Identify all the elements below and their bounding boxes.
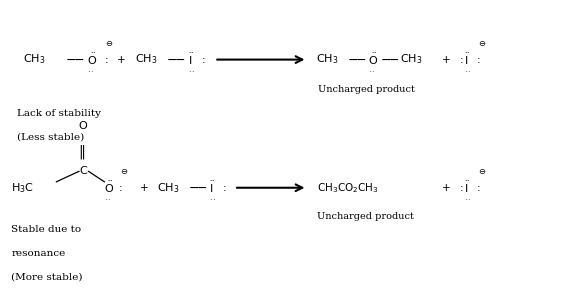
Text: $\mathrm{..}$: $\mathrm{..}$ [188, 66, 195, 74]
Text: $\ominus$: $\ominus$ [120, 167, 129, 176]
Text: Uncharged product: Uncharged product [317, 212, 414, 221]
Text: $\mathrm{-\!\!-}$: $\mathrm{-\!\!-}$ [347, 53, 367, 66]
Text: $\mathrm{..}$: $\mathrm{..}$ [104, 194, 112, 202]
Text: $\ominus$: $\ominus$ [105, 39, 114, 48]
Text: $\mathrm{:}$: $\mathrm{:}$ [102, 55, 108, 65]
Text: $\ominus$: $\ominus$ [478, 39, 487, 48]
Text: $+$: $+$ [117, 54, 126, 65]
Text: $\mathrm{CH_3}$: $\mathrm{CH_3}$ [316, 53, 338, 66]
Text: $\mathrm{\ddot{O}}$: $\mathrm{\ddot{O}}$ [87, 52, 98, 67]
Text: $\mathrm{:}$: $\mathrm{:}$ [116, 183, 122, 193]
Text: (Less stable): (Less stable) [17, 133, 84, 142]
Text: Uncharged product: Uncharged product [318, 85, 415, 94]
Text: $+$: $+$ [441, 54, 450, 65]
Text: $\mathrm{..}$: $\mathrm{..}$ [464, 66, 472, 74]
Text: $\mathrm{\ddot{I}}$: $\mathrm{\ddot{I}}$ [209, 180, 215, 195]
Text: $\mathrm{\ddot{I}}$: $\mathrm{\ddot{I}}$ [464, 180, 470, 195]
Text: $\mathrm{CH_3}$: $\mathrm{CH_3}$ [23, 53, 45, 66]
Text: $\mathrm{..}$: $\mathrm{..}$ [464, 194, 472, 202]
Text: $\mathrm{\ddot{I}}$: $\mathrm{\ddot{I}}$ [464, 52, 470, 67]
Text: $\mathrm{-\!\!-}$: $\mathrm{-\!\!-}$ [188, 181, 208, 194]
Text: $\mathrm{CH_3}$: $\mathrm{CH_3}$ [157, 181, 179, 195]
Text: $\mathrm{:}$: $\mathrm{:}$ [474, 55, 481, 65]
Text: $\mathrm{..}$: $\mathrm{..}$ [368, 66, 376, 74]
Text: $\mathrm{C}$: $\mathrm{C}$ [79, 164, 88, 176]
Text: $\mathrm{:}$: $\mathrm{:}$ [220, 183, 227, 193]
Text: $\mathrm{..}$: $\mathrm{..}$ [209, 194, 217, 202]
Text: $\mathrm{H_3C}$: $\mathrm{H_3C}$ [11, 181, 34, 195]
Text: resonance: resonance [11, 249, 65, 258]
Text: $\mathrm{\ddot{I}}$: $\mathrm{\ddot{I}}$ [188, 52, 194, 67]
Text: $\mathrm{:}$: $\mathrm{:}$ [457, 55, 464, 65]
Text: $\mathrm{CH_3}$: $\mathrm{CH_3}$ [400, 53, 423, 66]
Text: $\mathrm{:}$: $\mathrm{:}$ [199, 55, 205, 65]
Text: Stable due to: Stable due to [11, 225, 81, 234]
Text: $\mathrm{-\!\!-}$: $\mathrm{-\!\!-}$ [65, 53, 85, 66]
Text: Lack of stability: Lack of stability [17, 109, 101, 118]
Text: $\mathrm{CH_3}$: $\mathrm{CH_3}$ [135, 53, 158, 66]
Text: $\mathrm{:}$: $\mathrm{:}$ [474, 183, 481, 193]
Text: $\mathrm{-\!\!-}$: $\mathrm{-\!\!-}$ [166, 53, 186, 66]
Text: $\mathrm{:}$: $\mathrm{:}$ [457, 183, 464, 193]
Text: $\ominus$: $\ominus$ [478, 167, 487, 176]
Text: (More stable): (More stable) [11, 273, 83, 282]
Text: $\mathrm{\ddot{O}}$: $\mathrm{\ddot{O}}$ [104, 180, 114, 195]
Text: $\mathrm{..}$: $\mathrm{..}$ [87, 66, 95, 74]
Text: $\mathrm{\ddot{O}}$: $\mathrm{\ddot{O}}$ [368, 52, 378, 67]
Text: $\mathrm{\|}$: $\mathrm{\|}$ [78, 143, 85, 161]
Text: $\mathrm{O}$: $\mathrm{O}$ [78, 119, 89, 131]
Text: $\mathrm{-\!\!-}$: $\mathrm{-\!\!-}$ [380, 53, 399, 66]
Text: $+$: $+$ [139, 182, 148, 193]
Text: $\mathrm{CH_3CO_2CH_3}$: $\mathrm{CH_3CO_2CH_3}$ [317, 181, 378, 195]
Text: $+$: $+$ [441, 182, 450, 193]
